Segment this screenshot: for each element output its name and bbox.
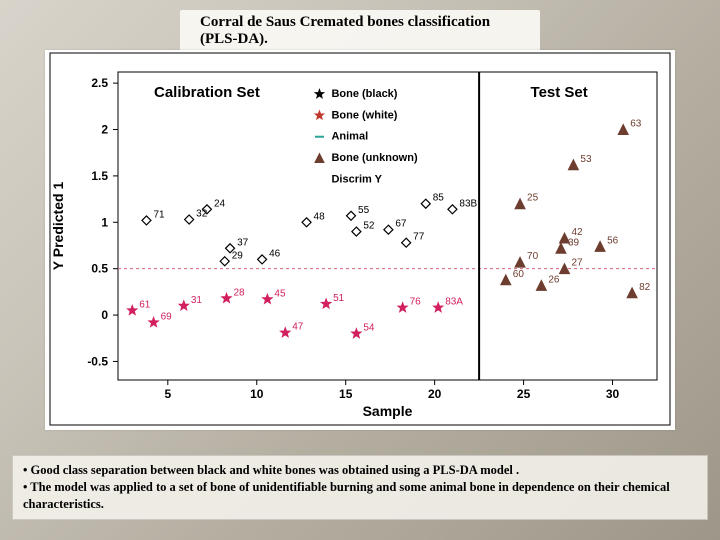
svg-text:52: 52 bbox=[363, 221, 375, 232]
slide-title: Corral de Saus Cremated bones classifica… bbox=[180, 10, 540, 52]
svg-text:55: 55 bbox=[358, 205, 370, 216]
svg-text:0.5: 0.5 bbox=[91, 262, 108, 276]
svg-text:Discrim Y: Discrim Y bbox=[331, 173, 382, 185]
svg-text:5: 5 bbox=[164, 387, 171, 401]
plsda-scatter-chart: 5 10 15 20 25 30 -0.5 0 0.5 1 1.5 2 2.5 Sample Y Predi… bbox=[45, 50, 675, 430]
svg-text:Bone (white): Bone (white) bbox=[331, 109, 397, 121]
svg-text:67: 67 bbox=[395, 219, 407, 230]
svg-text:83A: 83A bbox=[445, 297, 463, 308]
svg-text:61: 61 bbox=[139, 299, 151, 310]
svg-text:15: 15 bbox=[339, 387, 353, 401]
svg-text:Test Set: Test Set bbox=[531, 84, 588, 101]
svg-text:32: 32 bbox=[196, 209, 208, 220]
svg-text:42: 42 bbox=[571, 227, 583, 238]
svg-text:0: 0 bbox=[101, 308, 108, 322]
svg-text:76: 76 bbox=[410, 297, 422, 308]
svg-text:Y Predicted 1: Y Predicted 1 bbox=[50, 182, 66, 271]
svg-text:85: 85 bbox=[433, 193, 445, 204]
svg-text:37: 37 bbox=[237, 237, 249, 248]
svg-text:Animal: Animal bbox=[331, 131, 368, 143]
svg-text:70: 70 bbox=[527, 251, 539, 262]
svg-text:Bone (black): Bone (black) bbox=[331, 88, 397, 100]
svg-text:56: 56 bbox=[607, 235, 619, 246]
svg-text:28: 28 bbox=[234, 287, 246, 298]
svg-text:27: 27 bbox=[571, 258, 583, 269]
svg-text:71: 71 bbox=[153, 209, 165, 220]
svg-text:69: 69 bbox=[161, 311, 173, 322]
svg-text:45: 45 bbox=[274, 288, 286, 299]
svg-text:20: 20 bbox=[428, 387, 442, 401]
svg-text:26: 26 bbox=[548, 274, 560, 285]
caption-line-2: • The model was applied to a set of bone… bbox=[23, 479, 697, 513]
caption-line-1: • Good class separation between black an… bbox=[23, 462, 697, 479]
svg-text:2: 2 bbox=[101, 123, 108, 137]
svg-text:53: 53 bbox=[580, 154, 592, 165]
svg-text:Sample: Sample bbox=[363, 403, 413, 419]
svg-text:30: 30 bbox=[606, 387, 620, 401]
svg-text:31: 31 bbox=[191, 295, 203, 306]
svg-text:25: 25 bbox=[527, 193, 539, 204]
caption-box: • Good class separation between black an… bbox=[12, 455, 708, 520]
svg-text:10: 10 bbox=[250, 387, 264, 401]
chart-panel: 5 10 15 20 25 30 -0.5 0 0.5 1 1.5 2 2.5 Sample Y Predi… bbox=[45, 50, 675, 430]
svg-text:24: 24 bbox=[214, 198, 226, 209]
svg-text:83B: 83B bbox=[459, 198, 477, 209]
svg-text:60: 60 bbox=[513, 269, 525, 280]
svg-text:2.5: 2.5 bbox=[91, 76, 108, 90]
svg-text:63: 63 bbox=[630, 119, 642, 130]
svg-text:Bone (unknown): Bone (unknown) bbox=[331, 152, 417, 164]
svg-text:77: 77 bbox=[413, 232, 425, 243]
svg-text:1: 1 bbox=[101, 215, 108, 229]
svg-text:25: 25 bbox=[517, 387, 531, 401]
svg-text:54: 54 bbox=[363, 323, 375, 334]
svg-text:Calibration Set: Calibration Set bbox=[154, 84, 260, 101]
svg-text:1.5: 1.5 bbox=[91, 169, 108, 183]
svg-text:29: 29 bbox=[232, 250, 244, 261]
svg-text:48: 48 bbox=[314, 211, 326, 222]
svg-text:-0.5: -0.5 bbox=[87, 354, 108, 368]
svg-text:46: 46 bbox=[269, 248, 281, 259]
svg-text:47: 47 bbox=[292, 322, 304, 333]
svg-text:82: 82 bbox=[639, 282, 651, 293]
svg-text:51: 51 bbox=[333, 293, 345, 304]
